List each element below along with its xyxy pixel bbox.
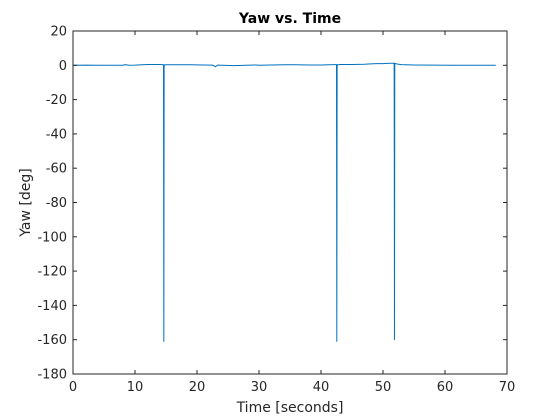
x-tick-label: 0 — [69, 380, 77, 395]
y-tick-label: -20 — [46, 93, 67, 108]
y-tick-label: -180 — [37, 368, 67, 383]
x-tick-label: 40 — [313, 380, 330, 395]
y-tick-label: -140 — [37, 299, 67, 314]
y-tick-label: -60 — [46, 162, 67, 177]
y-axis-label: Yaw [deg] — [18, 168, 34, 237]
x-tick-label: 50 — [375, 380, 392, 395]
x-tick-label: 70 — [499, 380, 516, 395]
x-axis-ticks: 0 10 20 30 40 50 60 70 — [69, 31, 515, 395]
y-tick-label: -80 — [46, 196, 67, 211]
x-axis-label: Time [seconds] — [236, 400, 344, 416]
chart-title: Yaw vs. Time — [238, 11, 341, 27]
plot-area — [73, 31, 507, 374]
y-tick-label: -120 — [37, 265, 67, 280]
y-tick-label: 0 — [59, 59, 67, 74]
x-tick-label: 60 — [437, 380, 454, 395]
series-line-0 — [72, 62, 496, 342]
y-tick-label: -100 — [37, 230, 67, 245]
y-tick-label: 20 — [50, 25, 67, 40]
x-tick-label: 30 — [251, 380, 268, 395]
y-tick-label: -40 — [46, 127, 67, 142]
x-tick-label: 10 — [127, 380, 144, 395]
y-tick-label: -160 — [37, 333, 67, 348]
x-tick-label: 20 — [189, 380, 206, 395]
series-layer — [72, 62, 496, 342]
y-axis-ticks: 20 0 -20 -40 -60 -80 -100 -120 -140 -160 -180 — [37, 25, 507, 383]
